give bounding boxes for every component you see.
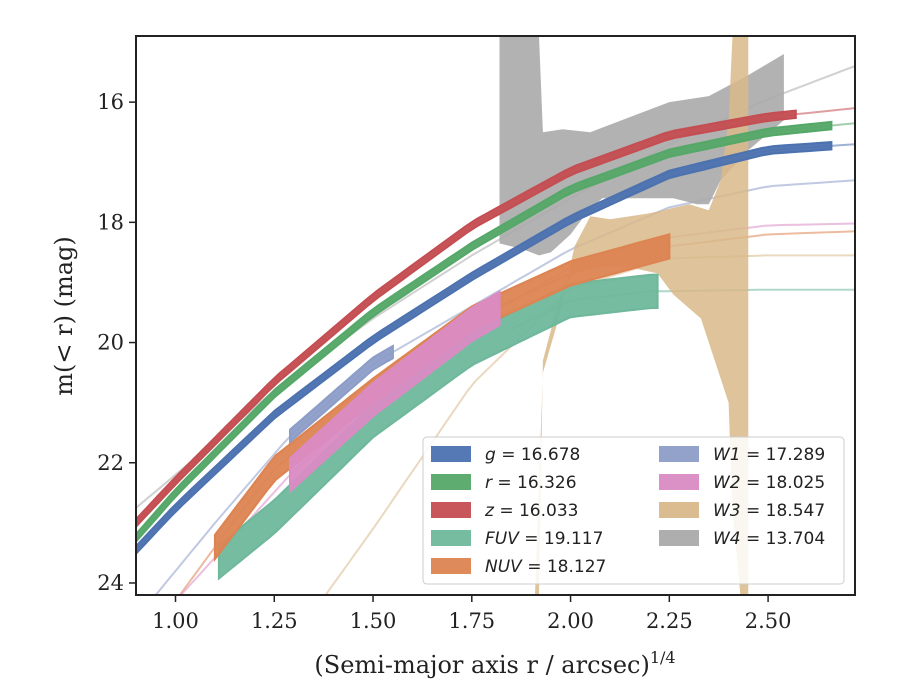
- x-tick-label: 2.50: [745, 609, 792, 633]
- band-w2: [289, 290, 501, 494]
- y-tick-label: 24: [97, 571, 124, 595]
- x-tick-label: 1.25: [251, 609, 298, 633]
- legend-swatch-fuv: [431, 530, 471, 546]
- legend-label-w2: W2 = 18.025: [713, 473, 825, 493]
- w3-band: [535, 36, 749, 595]
- y-axis-title: m(< r) (mag): [50, 236, 78, 395]
- legend-swatch-z: [431, 502, 471, 518]
- legend-label-w1: W1 = 17.289: [713, 445, 825, 465]
- y-tick-label: 16: [97, 90, 124, 114]
- x-tick-label: 2.00: [547, 609, 594, 633]
- legend-label-r: r = 16.326: [485, 473, 577, 493]
- plot-frame: [135, 35, 856, 596]
- legend-label-g: g = 16.678: [485, 445, 580, 465]
- y-tick-label: 22: [97, 451, 124, 475]
- band-z: [136, 109, 797, 529]
- legend-swatch-w2: [659, 474, 699, 490]
- data-bands: [136, 36, 833, 595]
- x-tick-label: 1.75: [448, 609, 495, 633]
- legend-swatch-nuv: [431, 558, 471, 574]
- y-tick-label: 20: [97, 331, 124, 355]
- x-axis: 1.00 1.25 1.50 1.75 2.00 2.25 2.50: [152, 595, 791, 633]
- band-r: [136, 120, 833, 544]
- legend-label-fuv: FUV = 19.117: [485, 529, 603, 549]
- legend-box: [422, 436, 845, 585]
- legend: g = 16.678 r = 16.326 z = 16.033 FUV = 19.1…: [422, 436, 845, 585]
- legend-label-nuv: NUV = 18.127: [485, 557, 606, 577]
- legend-swatch-w1: [659, 446, 699, 462]
- legend-label-w3: W3 = 18.547: [713, 501, 825, 521]
- legend-label-z: z = 16.033: [484, 501, 578, 521]
- legend-swatch-r: [431, 474, 471, 490]
- legend-swatch-g: [431, 446, 471, 462]
- x-tick-label: 1.50: [350, 609, 397, 633]
- legend-swatch-w3: [659, 502, 699, 518]
- x-axis-title: (Semi-major axis r / arcsec)1/4: [314, 648, 675, 679]
- band-g: [136, 141, 833, 556]
- x-tick-label: 2.25: [646, 609, 693, 633]
- band-w1: [289, 344, 394, 445]
- x-tick-label: 1.00: [152, 609, 199, 633]
- legend-label-w4: W4 = 13.704: [713, 529, 825, 549]
- y-axis: 16 18 20 22 24: [97, 90, 136, 595]
- legend-swatch-w4: [659, 530, 699, 546]
- y-tick-label: 18: [97, 210, 124, 234]
